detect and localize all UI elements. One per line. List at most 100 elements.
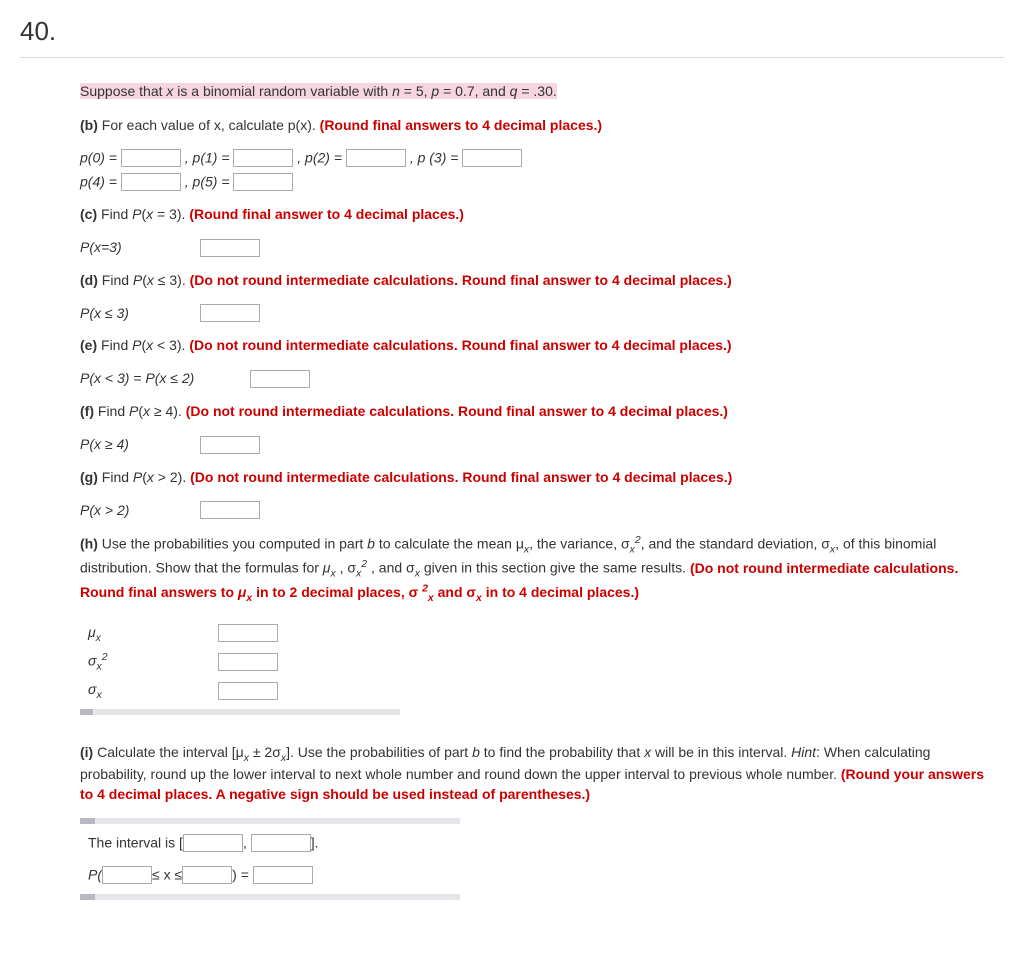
g-input[interactable] bbox=[200, 501, 260, 519]
p4-input[interactable] bbox=[121, 173, 181, 191]
h-rd3: and σ bbox=[434, 584, 476, 600]
part-b-label: (b) bbox=[80, 117, 98, 133]
sd-input-cell bbox=[210, 677, 286, 705]
c-input[interactable] bbox=[200, 239, 260, 257]
prob-result-input[interactable] bbox=[253, 866, 313, 884]
part-d: (d) Find P(x ≤ 3). (Do not round interme… bbox=[80, 271, 984, 291]
part-f-answer: P(x ≥ 4) bbox=[80, 436, 984, 454]
interval-scrollbar[interactable] bbox=[80, 894, 460, 900]
stem-peq: = 0.7, and bbox=[439, 83, 509, 99]
i-t2: ± 2σ bbox=[249, 744, 281, 760]
var-sup: 2 bbox=[102, 651, 108, 663]
stem-pre: Suppose that bbox=[80, 83, 166, 99]
i-t4: to find the probability that bbox=[480, 744, 644, 760]
part-i-label: (i) bbox=[80, 744, 93, 760]
p2-input[interactable] bbox=[346, 149, 406, 167]
sd-input[interactable] bbox=[218, 682, 278, 700]
table-row: σx bbox=[80, 677, 286, 705]
part-f-text: Find P(x ≥ 4). bbox=[94, 403, 186, 419]
p2-label: , p(2) = bbox=[297, 150, 346, 166]
f-lhs: P(x ≥ 4) bbox=[80, 436, 200, 452]
mu-sub: x bbox=[96, 631, 101, 643]
interval-low-input[interactable] bbox=[183, 834, 243, 852]
prob-low-input[interactable] bbox=[102, 866, 152, 884]
part-b-instruction: (Round final answers to 4 decimal places… bbox=[320, 117, 602, 133]
part-d-answer: P(x ≤ 3) bbox=[80, 304, 984, 322]
part-b-text: For each value of x, calculate p(x). bbox=[98, 117, 320, 133]
stem-neq: = 5, bbox=[400, 83, 432, 99]
part-e-text: Find P(x < 3). bbox=[97, 337, 189, 353]
p0-input[interactable] bbox=[121, 149, 181, 167]
p1-label: , p(1) = bbox=[185, 150, 234, 166]
part-c-answer: P(x=3) bbox=[80, 239, 984, 257]
h-rd4: in to 4 decimal places.) bbox=[482, 584, 639, 600]
table-row: μx bbox=[80, 620, 286, 648]
interval-row1: The interval is [, ]. bbox=[80, 830, 984, 856]
h-t4: , and the standard deviation, σ bbox=[641, 536, 830, 552]
mu-input-cell bbox=[210, 620, 286, 648]
stats-table: μx σx2 σx bbox=[80, 620, 286, 705]
mu-input[interactable] bbox=[218, 624, 278, 642]
var-input[interactable] bbox=[218, 653, 278, 671]
stem-n: n bbox=[392, 83, 400, 99]
h-t2: to calculate the mean μ bbox=[375, 536, 524, 552]
p3-label: , p (3) = bbox=[410, 150, 463, 166]
stem-qeq: = .30. bbox=[517, 83, 556, 99]
p3-input[interactable] bbox=[462, 149, 522, 167]
part-g: (g) Find P(x > 2). (Do not round interme… bbox=[80, 468, 984, 488]
highlighted-stem: Suppose that x is a binomial random vari… bbox=[80, 83, 557, 99]
h-t8: given in this section give the same resu… bbox=[420, 560, 690, 576]
table-scrollbar[interactable] bbox=[80, 709, 400, 715]
h-t7: , and σ bbox=[367, 560, 415, 576]
sd-cell: σx bbox=[80, 677, 210, 705]
part-c: (c) Find P(x = 3). (Round final answer t… bbox=[80, 205, 984, 225]
g-lhs: P(x > 2) bbox=[80, 502, 200, 518]
p1-input[interactable] bbox=[233, 149, 293, 167]
part-h: (h) Use the probabilities you computed i… bbox=[80, 533, 984, 605]
i-t1: Calculate the interval [μ bbox=[93, 744, 243, 760]
question-number: 40. bbox=[20, 10, 1004, 58]
stem-mid1: is a binomial random variable with bbox=[173, 83, 392, 99]
prob-mid: ≤ x ≤ bbox=[152, 867, 182, 883]
question-page: 40. Suppose that x is a binomial random … bbox=[0, 0, 1024, 930]
h-t1: Use the probabilities you computed in pa… bbox=[98, 536, 367, 552]
d-input[interactable] bbox=[200, 304, 260, 322]
part-e: (e) Find P(x < 3). (Do not round interme… bbox=[80, 336, 984, 356]
part-e-answer: P(x < 3) = P(x ≤ 2) bbox=[80, 370, 984, 388]
i-hint: Hint bbox=[791, 744, 816, 760]
e-input[interactable] bbox=[250, 370, 310, 388]
stem-text: Suppose that x is a binomial random vari… bbox=[80, 82, 984, 102]
interval-pre: The interval is [ bbox=[88, 835, 183, 851]
part-b-row1: p(0) = , p(1) = , p(2) = , p (3) = bbox=[80, 149, 984, 167]
p0-label: p(0) = bbox=[80, 150, 121, 166]
part-e-label: (e) bbox=[80, 337, 97, 353]
h-t6: , σ bbox=[336, 560, 356, 576]
interval-high-input[interactable] bbox=[251, 834, 311, 852]
i-tb: b bbox=[472, 744, 480, 760]
interval-topbar bbox=[80, 818, 460, 824]
part-g-label: (g) bbox=[80, 469, 98, 485]
part-f-instruction: (Do not round intermediate calculations.… bbox=[186, 403, 728, 419]
part-d-instruction: (Do not round intermediate calculations.… bbox=[190, 272, 732, 288]
part-g-answer: P(x > 2) bbox=[80, 501, 984, 519]
h-tb: b bbox=[367, 536, 375, 552]
mu-cell: μx bbox=[80, 620, 210, 648]
part-c-instruction: (Round final answer to 4 decimal places.… bbox=[189, 206, 464, 222]
part-e-instruction: (Do not round intermediate calculations.… bbox=[189, 337, 731, 353]
f-input[interactable] bbox=[200, 436, 260, 454]
part-c-text: Find P(x = 3). bbox=[97, 206, 189, 222]
interval-post: ]. bbox=[311, 835, 319, 851]
h-rd2: in to 2 decimal places, σ bbox=[252, 584, 422, 600]
part-d-text: Find P(x ≤ 3). bbox=[98, 272, 190, 288]
prob-high-input[interactable] bbox=[182, 866, 232, 884]
p5-input[interactable] bbox=[233, 173, 293, 191]
interval-row2: P(≤ x ≤) = bbox=[80, 862, 984, 888]
p4-label: p(4) = bbox=[80, 174, 121, 190]
c-lhs: P(x=3) bbox=[80, 239, 200, 255]
d-lhs: P(x ≤ 3) bbox=[80, 305, 200, 321]
mu-sym: μ bbox=[88, 624, 96, 640]
part-b-row2: p(4) = , p(5) = bbox=[80, 173, 984, 191]
part-h-label: (h) bbox=[80, 536, 98, 552]
i-t5: will be in this interval. bbox=[651, 744, 791, 760]
i-t3: ]. Use the probabilities of part bbox=[286, 744, 472, 760]
